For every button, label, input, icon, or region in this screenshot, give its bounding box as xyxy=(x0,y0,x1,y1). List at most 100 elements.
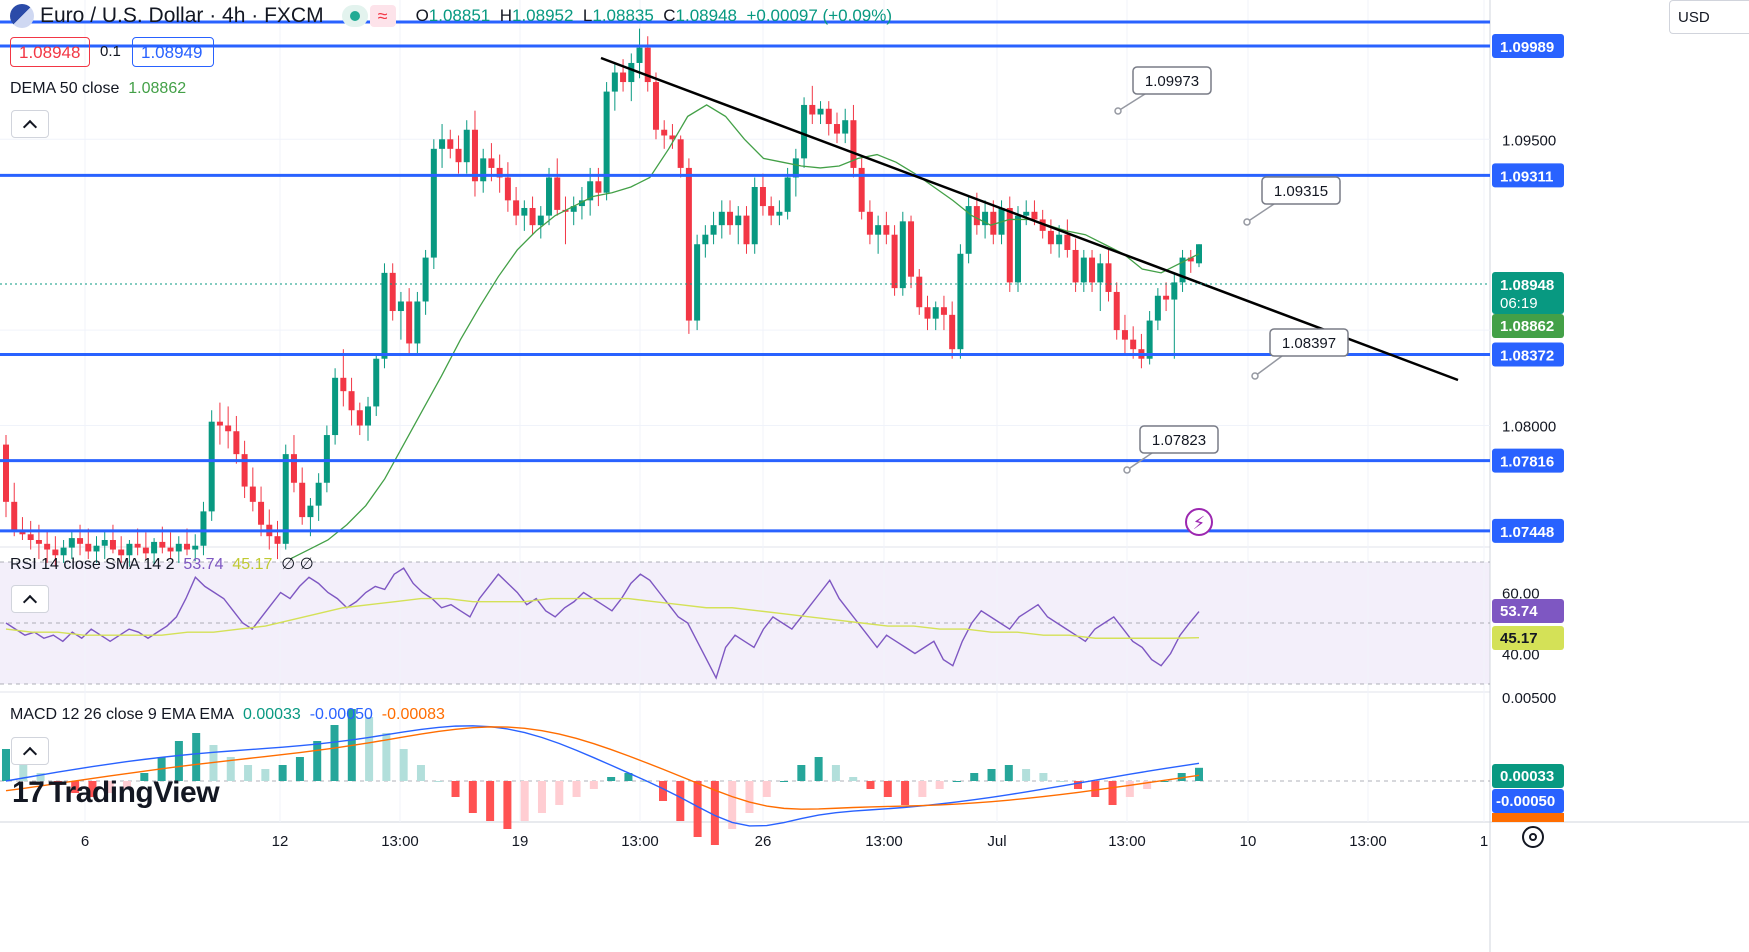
candle-body xyxy=(397,301,404,312)
dema-legend[interactable]: DEMA 50 close 1.08862 xyxy=(10,80,187,97)
macd-signal-line xyxy=(5,726,1200,810)
symbol-title[interactable]: Euro / U.S. Dollar · 4h · FXCM xyxy=(40,4,324,27)
rsi-tick-label: 60.00 xyxy=(1502,586,1540,603)
macd-histogram-bar xyxy=(1073,781,1082,789)
macd-histogram-bar xyxy=(1108,781,1117,805)
time-tick-label: 12 xyxy=(272,833,289,850)
macd-histogram-bar xyxy=(313,741,322,781)
spread-value: 0.1 xyxy=(100,43,121,60)
macd-histogram-bar xyxy=(88,781,97,797)
candle-body xyxy=(68,538,75,548)
candle-body xyxy=(677,139,684,168)
candle-body xyxy=(578,200,585,207)
candle-body xyxy=(595,181,602,193)
candle-body xyxy=(348,391,355,411)
callout-anchor xyxy=(1123,466,1131,474)
macd-histogram-bar xyxy=(935,781,944,789)
candle-body xyxy=(1023,211,1030,216)
macd-hist-axis-badge xyxy=(1492,764,1564,788)
macd-histogram-bar xyxy=(434,781,443,782)
candle-body xyxy=(965,206,972,254)
candle-body xyxy=(241,454,248,487)
wave-icon[interactable]: ≈ xyxy=(369,5,396,27)
macd-histogram-bar xyxy=(797,765,806,781)
candle-body xyxy=(924,307,931,319)
macd-histogram-bar xyxy=(244,765,253,781)
candle-body xyxy=(109,540,116,550)
dema-axis-label: 1.08862 xyxy=(1500,318,1554,335)
collapse-macd-legend-button[interactable] xyxy=(11,737,49,765)
callout-box xyxy=(1139,425,1219,454)
macd-histogram-bar xyxy=(555,781,564,805)
market-open-icon[interactable] xyxy=(341,5,368,27)
candle-body xyxy=(644,47,651,83)
candle-body xyxy=(258,501,265,525)
candle-body xyxy=(1171,282,1178,300)
settings-gear-icon[interactable] xyxy=(1522,826,1544,848)
candle-body xyxy=(77,538,84,544)
macd-histogram-bar xyxy=(1160,781,1169,782)
currency-selector[interactable]: USD xyxy=(1669,0,1749,34)
macd-histogram-bar xyxy=(901,781,910,805)
candle-body xyxy=(718,211,725,226)
callout-box xyxy=(1132,66,1212,95)
callout-anchor xyxy=(1251,372,1259,380)
macd-histogram-bar xyxy=(1056,781,1065,782)
macd-histogram-bar xyxy=(970,773,979,781)
candle-body xyxy=(1163,295,1170,300)
macd-histogram-bar xyxy=(918,781,927,797)
candle-body xyxy=(875,225,882,235)
callout-pointer xyxy=(1246,203,1275,223)
candle-body xyxy=(406,301,413,344)
candle-body xyxy=(990,211,997,235)
candle-body xyxy=(496,167,503,178)
callout-label: 1.08397 xyxy=(1282,335,1336,352)
candle-body xyxy=(710,225,717,235)
macd-histogram-bar xyxy=(952,781,961,782)
eur-usd-flag-icon xyxy=(10,4,34,28)
rsi-sma-axis-badge xyxy=(1492,626,1564,650)
collapse-rsi-legend-button[interactable] xyxy=(11,585,49,613)
macd-histogram-bar xyxy=(866,781,875,789)
candle-body xyxy=(151,541,158,554)
candle-body xyxy=(142,547,149,554)
candle-body xyxy=(35,540,42,544)
macd-histogram-bar xyxy=(468,781,477,813)
rsi-line xyxy=(5,567,1200,680)
candle-body xyxy=(1064,234,1071,250)
candle-body xyxy=(315,482,322,506)
candle-body xyxy=(381,272,388,359)
macd-histogram-bar xyxy=(745,781,754,813)
last-price-badge xyxy=(1492,272,1564,314)
candle-body xyxy=(776,211,783,216)
candle-body xyxy=(628,62,635,83)
rsi-legend[interactable]: RSI 14 close SMA 14 2 53.74 45.17 ∅ ∅ xyxy=(10,556,314,573)
macd-histogram-bar xyxy=(814,757,823,781)
candle-body xyxy=(216,421,223,426)
macd-histogram-bar xyxy=(71,781,80,793)
tradingview-logo[interactable]: 17 TradingView xyxy=(12,776,220,809)
candle-body xyxy=(1072,249,1079,283)
buy-button[interactable]: 1.08949 xyxy=(132,37,214,67)
trend-line xyxy=(600,56,1459,382)
candle-body xyxy=(685,167,692,321)
level-axis-badge xyxy=(1492,163,1564,188)
level-axis-badge xyxy=(1492,448,1564,473)
candle-body xyxy=(727,211,734,226)
collapse-main-legend-button[interactable] xyxy=(11,110,49,138)
macd-histogram-bar xyxy=(1195,767,1203,781)
candle-body xyxy=(340,377,347,392)
macd-hist-axis-label: 0.00033 xyxy=(1500,768,1554,785)
macd-histogram-bar xyxy=(123,781,132,789)
candle-body xyxy=(1047,230,1054,245)
candle-body xyxy=(365,406,372,426)
macd-legend[interactable]: MACD 12 26 close 9 EMA EMA 0.00033 -0.00… xyxy=(10,706,445,723)
candle-body xyxy=(743,215,750,245)
macd-histogram-bar xyxy=(399,749,408,781)
candle-body xyxy=(19,530,26,535)
sell-button[interactable]: 1.08948 xyxy=(10,37,90,67)
candle-body xyxy=(274,536,281,544)
candle-body xyxy=(620,72,627,83)
time-tick-label: 13:00 xyxy=(865,833,903,850)
